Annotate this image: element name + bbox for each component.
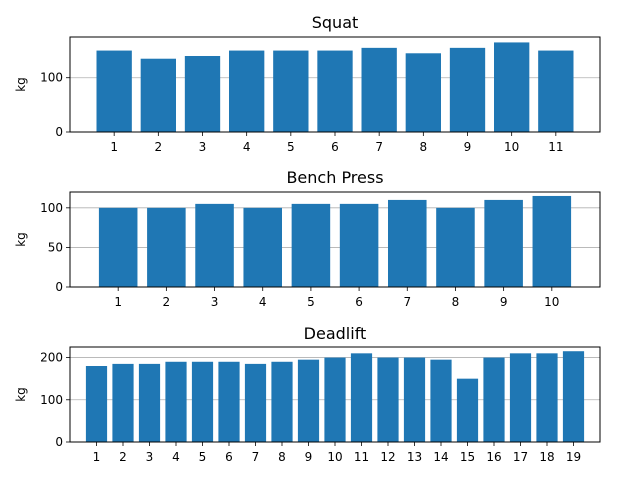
x-tick-label: 7 bbox=[252, 450, 260, 464]
bar-deadlift-13 bbox=[403, 357, 426, 442]
bar-deadlift-11 bbox=[350, 353, 373, 442]
bar-deadlift-8 bbox=[271, 361, 293, 442]
bar-squat-10 bbox=[494, 42, 530, 132]
x-tick-label: 11 bbox=[354, 450, 369, 464]
x-tick-label: 8 bbox=[420, 140, 428, 154]
bar-squat-9 bbox=[449, 47, 486, 132]
x-tick-label: 10 bbox=[504, 140, 519, 154]
y-tick-label: 100 bbox=[40, 201, 63, 215]
x-tick-label: 2 bbox=[119, 450, 127, 464]
bar-deadlift-16 bbox=[483, 357, 505, 442]
x-tick-label: 6 bbox=[331, 140, 339, 154]
bar-squat-8 bbox=[405, 53, 441, 132]
y-tick-label: 100 bbox=[40, 71, 63, 85]
bar-squat-11 bbox=[538, 50, 574, 133]
x-tick-label: 4 bbox=[172, 450, 180, 464]
bar-squat-5 bbox=[273, 50, 309, 133]
x-tick-label: 12 bbox=[380, 450, 395, 464]
x-tick-label: 11 bbox=[548, 140, 563, 154]
x-tick-label: 2 bbox=[155, 140, 163, 154]
chart-squat: 0 100 1 2 3 4 5 6 7 8 9 10 11 Squat kg bbox=[14, 13, 601, 154]
y-tick-label: 50 bbox=[48, 240, 63, 254]
bar-bench-press-1 bbox=[98, 207, 138, 287]
y-tick-label: 0 bbox=[55, 125, 63, 139]
chart-title: Bench Press bbox=[286, 168, 383, 187]
bar-bench-press-4 bbox=[243, 207, 282, 287]
bar-deadlift-12 bbox=[377, 357, 399, 442]
bar-bench-press-3 bbox=[195, 203, 234, 287]
bar-squat-2 bbox=[140, 58, 176, 132]
x-tick-label: 9 bbox=[305, 450, 313, 464]
x-tick-label: 9 bbox=[464, 140, 472, 154]
bar-bench-press-10 bbox=[532, 195, 572, 287]
bar-deadlift-14 bbox=[430, 359, 452, 442]
bar-squat-4 bbox=[229, 50, 265, 133]
x-tick-label: 5 bbox=[287, 140, 295, 154]
x-tick-label: 5 bbox=[307, 295, 315, 309]
x-tick-label: 14 bbox=[433, 450, 448, 464]
y-axis-label: kg bbox=[14, 77, 28, 92]
x-tick-label: 3 bbox=[211, 295, 219, 309]
y-tick-label: 0 bbox=[55, 280, 63, 294]
bar-deadlift-1 bbox=[85, 366, 108, 442]
bar-bench-press-5 bbox=[291, 203, 331, 287]
bar-bench-press-9 bbox=[484, 199, 523, 287]
x-tick-label: 1 bbox=[114, 295, 122, 309]
x-tick-label: 16 bbox=[486, 450, 501, 464]
x-tick-label: 1 bbox=[93, 450, 101, 464]
x-tick-label: 7 bbox=[403, 295, 411, 309]
chart-bench-press: 0 50 100 1 2 3 4 5 6 7 8 9 10 Bench Press kg bbox=[14, 168, 601, 309]
x-tick-label: 13 bbox=[407, 450, 422, 464]
x-tick-label: 9 bbox=[500, 295, 508, 309]
y-axis-label: kg bbox=[14, 232, 28, 247]
x-tick-label: 3 bbox=[146, 450, 154, 464]
bar-deadlift-7 bbox=[244, 363, 267, 442]
bar-squat-1 bbox=[96, 50, 132, 133]
y-axis-label: kg bbox=[14, 387, 28, 402]
bar-squat-7 bbox=[361, 47, 397, 132]
bar-bench-press-6 bbox=[339, 203, 379, 287]
x-tick-label: 15 bbox=[460, 450, 475, 464]
bar-bench-press-2 bbox=[147, 207, 186, 287]
axes-frame bbox=[69, 191, 601, 288]
bar-deadlift-2 bbox=[112, 363, 134, 442]
bar-deadlift-5 bbox=[191, 361, 214, 442]
x-tick-label: 19 bbox=[566, 450, 581, 464]
x-tick-label: 10 bbox=[327, 450, 342, 464]
x-tick-label: 8 bbox=[278, 450, 286, 464]
chart-title: Deadlift bbox=[304, 324, 367, 343]
bar-deadlift-19 bbox=[562, 351, 585, 442]
x-tick-label: 2 bbox=[163, 295, 171, 309]
bar-deadlift-4 bbox=[165, 361, 187, 442]
x-tick-label: 6 bbox=[225, 450, 233, 464]
bar-deadlift-3 bbox=[138, 363, 161, 442]
x-tick-label: 8 bbox=[452, 295, 460, 309]
x-tick-label: 18 bbox=[539, 450, 554, 464]
x-tick-label: 10 bbox=[544, 295, 559, 309]
bar-deadlift-10 bbox=[324, 357, 346, 442]
x-tick-label: 6 bbox=[355, 295, 363, 309]
x-tick-label: 7 bbox=[375, 140, 383, 154]
y-tick-label: 200 bbox=[40, 351, 63, 365]
bar-deadlift-9 bbox=[297, 359, 320, 442]
chart-title: Squat bbox=[312, 13, 359, 32]
x-tick-label: 4 bbox=[259, 295, 267, 309]
y-tick-label: 0 bbox=[55, 435, 63, 449]
bar-deadlift-17 bbox=[509, 353, 532, 442]
bar-bench-press-8 bbox=[436, 207, 475, 287]
x-tick-label: 17 bbox=[513, 450, 528, 464]
bar-bench-press-7 bbox=[388, 199, 427, 287]
bar-deadlift-18 bbox=[536, 353, 558, 442]
y-tick-label: 100 bbox=[40, 393, 63, 407]
x-tick-label: 5 bbox=[199, 450, 207, 464]
x-tick-label: 1 bbox=[110, 140, 118, 154]
bar-deadlift-15 bbox=[456, 378, 479, 442]
bar-squat-6 bbox=[317, 50, 353, 133]
bar-squat-3 bbox=[184, 56, 221, 132]
x-tick-label: 4 bbox=[243, 140, 251, 154]
bar-deadlift-6 bbox=[218, 361, 240, 442]
x-tick-label: 3 bbox=[199, 140, 207, 154]
